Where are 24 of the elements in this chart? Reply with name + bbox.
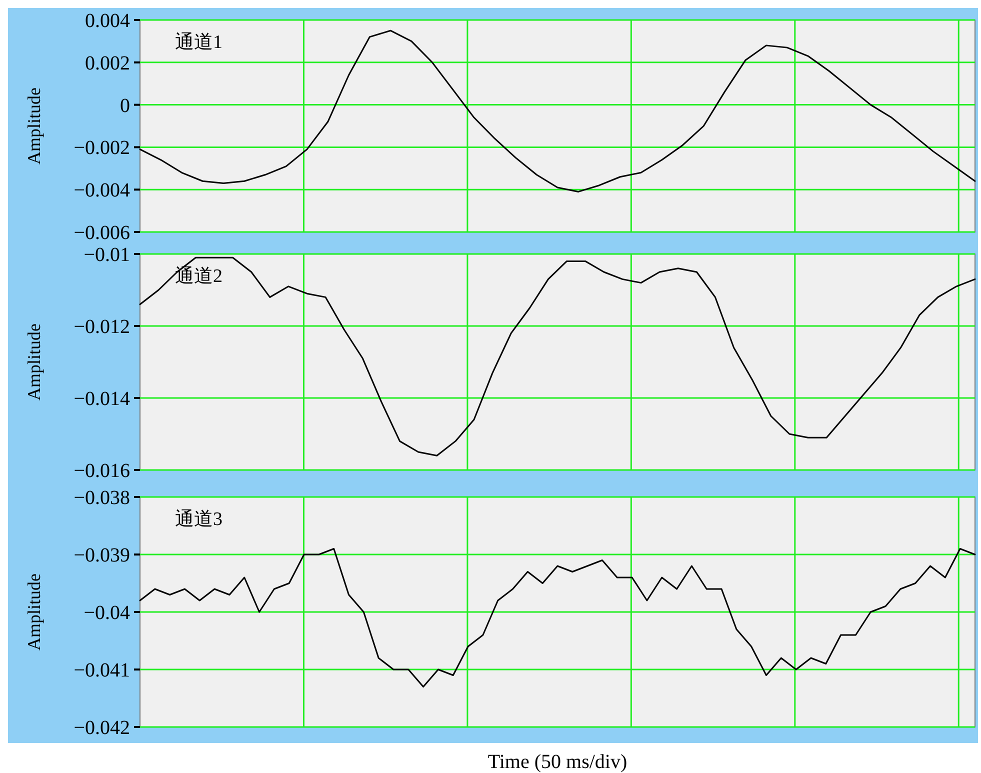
y-tick-label: −0.016 — [74, 460, 130, 482]
y-axis-title: Amplitude — [24, 87, 44, 164]
line-series — [139, 548, 976, 688]
y-tick-label: −0.002 — [74, 137, 130, 160]
annotation: 通道3 — [175, 509, 222, 530]
y-tick-label: −0.01 — [84, 244, 130, 266]
y-tick-label: −0.012 — [74, 316, 130, 338]
y-tick-label: −0.042 — [74, 717, 130, 739]
x-axis-title: Time (50 ms/div) — [488, 751, 628, 773]
y-tick-label: 0 — [120, 94, 130, 117]
y-tick-label: −0.014 — [74, 388, 130, 410]
y-tick-label: 0.004 — [85, 10, 130, 32]
y-tick-label: −0.039 — [74, 544, 130, 566]
y-axis-title: Amplitude — [24, 323, 44, 400]
annotation: 通道2 — [175, 266, 222, 287]
y-tick-label: 0.002 — [85, 52, 130, 74]
y-axis-title: Amplitude — [24, 573, 44, 650]
line-series — [139, 256, 976, 456]
y-tick-label: −0.004 — [74, 180, 130, 202]
y-tick-label: −0.006 — [74, 222, 130, 244]
annotation: 通道1 — [175, 32, 222, 53]
y-tick-label: −0.038 — [74, 487, 130, 509]
y-tick-label: −0.04 — [84, 602, 130, 624]
y-tick-label: −0.041 — [74, 660, 130, 682]
